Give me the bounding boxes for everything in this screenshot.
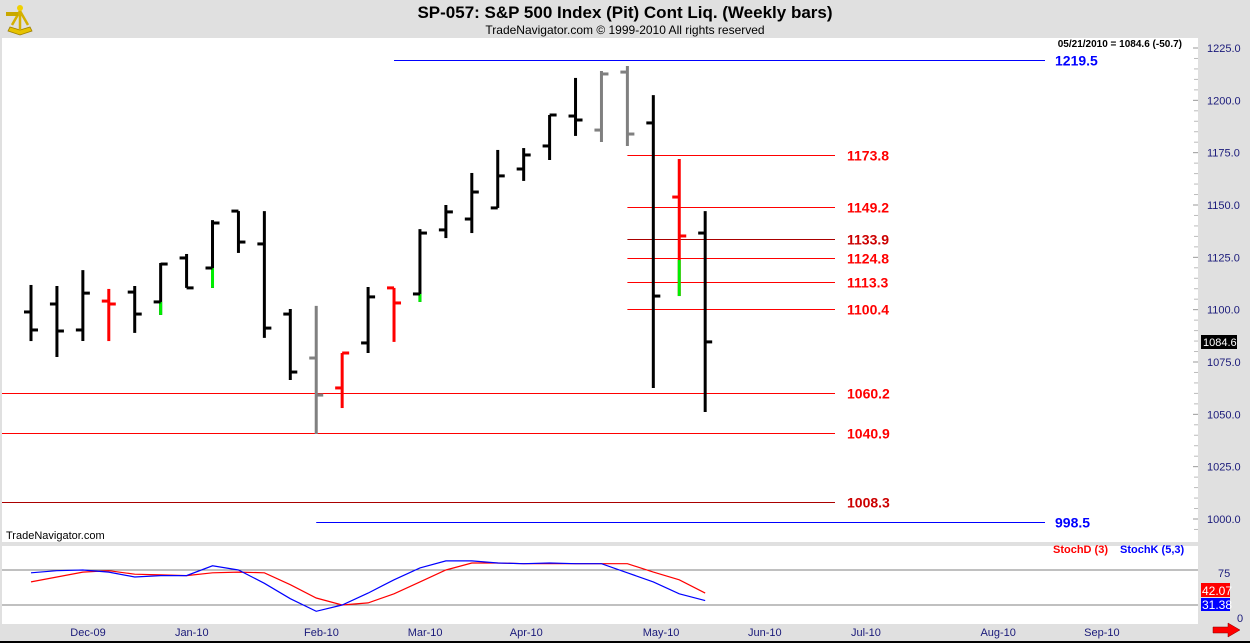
ohlc-bar (464, 172, 479, 234)
price-level-label: 1219.5 (1055, 53, 1098, 69)
x-tick-label: Jun-10 (748, 627, 782, 639)
x-tick-label: Apr-10 (510, 627, 543, 639)
y-tick-label: 1150.0 (1207, 200, 1240, 212)
stochk-tag-box (1201, 598, 1230, 611)
ohlc-bar (542, 113, 557, 160)
scroll-right-arrow-icon[interactable] (1212, 622, 1241, 638)
ohlc-bar (620, 66, 635, 146)
ohlc-bar (101, 288, 116, 342)
price-level-label: 1113.3 (847, 275, 888, 291)
title-bar: SP-057: S&P 500 Index (Pit) Cont Liq. (W… (0, 0, 1250, 38)
ohlc-bar (490, 149, 505, 210)
y-tick-label: 1050.0 (1207, 409, 1241, 421)
price-level-label: 1040.9 (847, 426, 890, 442)
x-tick-label: May-10 (643, 627, 680, 639)
stochd-tag-box (1201, 583, 1230, 597)
price-level-label: 1060.2 (847, 386, 890, 402)
x-tick-label: Dec-09 (70, 627, 105, 639)
price-level-label: 1008.3 (847, 495, 890, 511)
ohlc-bar (231, 209, 246, 253)
ohlc-bar (257, 211, 272, 338)
stoch-tick-0: 0 (1237, 613, 1243, 625)
stochd-tag: 42.07 (1202, 584, 1232, 598)
ohlc-bar (205, 220, 220, 288)
x-tick-label: Mar-10 (408, 627, 443, 639)
ohlc-bar (24, 284, 38, 342)
legend-stochk: StochK (5,3) (1120, 544, 1185, 556)
price-level-label: 1133.9 (847, 232, 889, 248)
chart-title: SP-057: S&P 500 Index (Pit) Cont Liq. (W… (417, 3, 833, 22)
stochastic-panel (2, 546, 1198, 624)
ohlc-bar (646, 95, 661, 388)
ohlc-bar (75, 270, 90, 342)
stoch-tick-75: 75 (1218, 568, 1230, 580)
last-price-readout: 05/21/2010 = 1084.6 (-50.7) (1058, 39, 1182, 50)
x-tick-label: Jan-10 (175, 627, 209, 639)
watermark: TradeNavigator.com (6, 530, 105, 542)
ohlc-bar (153, 262, 168, 315)
sextant-icon (6, 5, 33, 36)
y-tick-label: 1075.0 (1207, 357, 1241, 369)
ohlc-bar (438, 204, 453, 239)
x-tick-label: Jul-10 (851, 627, 881, 639)
ohlc-bar (309, 305, 324, 435)
ohlc-bar (179, 253, 194, 290)
stochk-tag: 31.38 (1202, 598, 1232, 612)
stochk-line (30, 560, 706, 612)
price-level-label: 998.5 (1055, 515, 1090, 531)
price-tag: 1084.6 (1203, 337, 1237, 349)
price-level-label: 1124.8 (847, 251, 889, 267)
copyright-subtitle: TradeNavigator.com © 1999-2010 All right… (485, 23, 765, 37)
x-tick-label: Aug-10 (980, 627, 1015, 639)
ohlc-bar (698, 211, 713, 413)
price-level-label: 1100.4 (847, 302, 889, 318)
y-tick-label: 1125.0 (1207, 252, 1240, 264)
ohlc-bar (568, 77, 583, 136)
ohlc-bar (283, 309, 298, 380)
legend-stochd: StochD (3) (1053, 544, 1108, 556)
ohlc-bar (672, 158, 687, 297)
price-level-label: 1173.8 (847, 148, 889, 164)
price-level-label: 1149.2 (847, 200, 889, 216)
ohlc-bar (412, 229, 427, 302)
y-tick-label: 1200.0 (1207, 95, 1241, 107)
y-tick-label: 1025.0 (1207, 462, 1241, 474)
ohlc-bar (516, 148, 531, 181)
y-tick-label: 1000.0 (1207, 514, 1241, 526)
y-tick-label: 1175.0 (1207, 148, 1240, 160)
ohlc-bar (335, 351, 350, 409)
price-tag-box (1201, 335, 1237, 349)
x-tick-label: Feb-10 (304, 627, 339, 639)
ohlc-bar (387, 286, 402, 342)
ohlc-bar (361, 287, 376, 353)
y-tick-label: 1100.0 (1207, 305, 1240, 317)
ohlc-bar (127, 286, 142, 333)
y-tick-label: 1225.0 (1207, 43, 1241, 55)
ohlc-bar (594, 71, 609, 142)
ohlc-bar (49, 286, 64, 357)
x-tick-label: Sep-10 (1084, 627, 1119, 639)
